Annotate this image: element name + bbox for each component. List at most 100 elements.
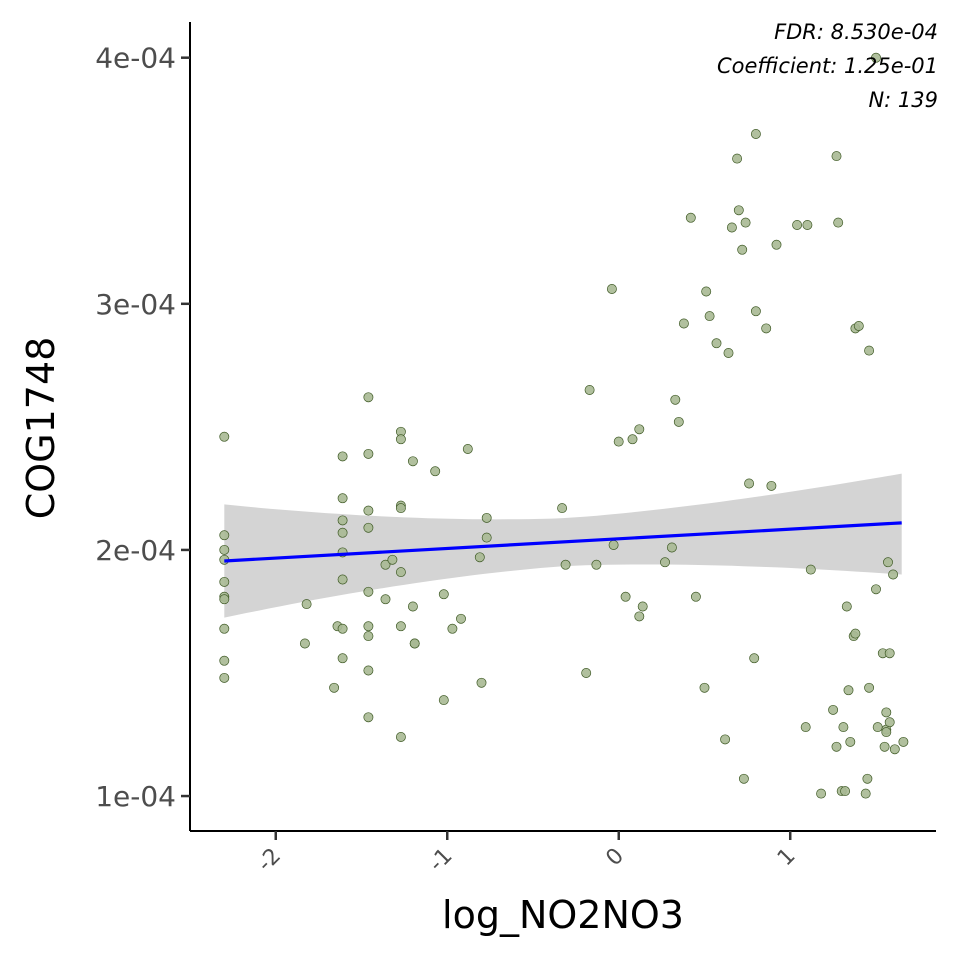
data-point [802,220,813,230]
data-point [864,682,875,693]
data-point [581,668,592,678]
data-point [447,623,458,634]
y-axis-title: COG1748 [19,337,63,520]
data-point [219,672,230,683]
data-point [666,542,677,553]
data-point [560,559,571,570]
data-point [608,540,619,550]
data-point [481,532,492,543]
data-point [584,385,595,395]
data-point [732,153,743,164]
data-point [733,205,744,216]
data-point [862,773,873,784]
data-point [438,589,449,600]
data-point [219,576,230,587]
y-tick-label: 3e-04 [95,288,176,321]
data-point [337,574,348,585]
data-point [723,348,734,358]
data-point [750,306,761,317]
data-point [337,515,348,526]
data-point [219,594,230,605]
data-point [337,653,348,664]
data-point [699,682,710,693]
data-point [363,712,374,723]
data-point [884,717,895,728]
data-point [884,648,895,659]
data-point [462,444,473,454]
data-point [744,478,755,489]
data-point [363,621,374,632]
data-point [395,503,406,514]
data-point [395,732,406,742]
data-point [872,722,883,733]
data-point [831,151,842,162]
data-point [395,434,406,445]
data-point [481,512,492,523]
data-point [395,567,406,578]
data-point [474,552,485,563]
data-point [301,599,312,610]
data-point [831,741,842,752]
data-point [828,704,839,715]
data-point [363,631,374,642]
confidence-band [224,473,902,618]
data-point [407,456,418,467]
data-point [337,451,348,462]
data-point [845,736,856,747]
data-point [337,623,348,634]
data-point [738,773,749,784]
data-point [750,129,761,139]
data-point [673,416,684,427]
data-point [407,601,418,612]
data-point [363,522,374,533]
data-point [879,741,890,752]
y-tick-label: 2e-04 [95,534,176,567]
data-point [871,584,881,595]
data-point [409,638,420,649]
data-point [591,559,602,570]
data-point [737,244,748,255]
data-point [711,338,722,349]
data-point [704,311,715,322]
data-point [888,569,899,580]
data-point [363,665,374,676]
data-point [685,212,696,223]
data-point [690,591,701,602]
data-point [720,734,731,745]
data-point [456,613,466,624]
data-point [701,286,712,297]
data-point [850,628,861,639]
data-point [219,530,230,541]
data-point [557,503,568,514]
data-point [637,601,648,612]
data-point [387,554,398,565]
y-tick-label: 4e-04 [95,42,176,75]
data-point [613,436,624,447]
data-point [476,677,487,688]
data-point [749,653,760,664]
data-point [771,239,782,250]
data-point [634,424,645,435]
annotation-n: N: 139 [868,88,938,112]
x-tick-label: -1 [424,844,457,877]
data-point [634,611,645,622]
x-tick-label: 1 [773,844,801,872]
data-point [740,217,751,228]
data-point [363,448,374,459]
data-point [380,559,391,570]
data-point [627,434,638,445]
data-point [843,685,854,696]
data-point [840,786,851,797]
regression-line [224,521,902,563]
data-point [678,318,689,329]
annotation-fdr: FDR: 8.530e-04 [774,20,938,44]
x-axis-title: log_NO2NO3 [442,893,684,937]
data-point [380,594,391,605]
data-point [853,321,864,331]
data-point [883,557,893,568]
data-point [660,557,670,568]
data-point [881,727,892,738]
data-point [800,722,811,733]
data-point [860,788,871,799]
